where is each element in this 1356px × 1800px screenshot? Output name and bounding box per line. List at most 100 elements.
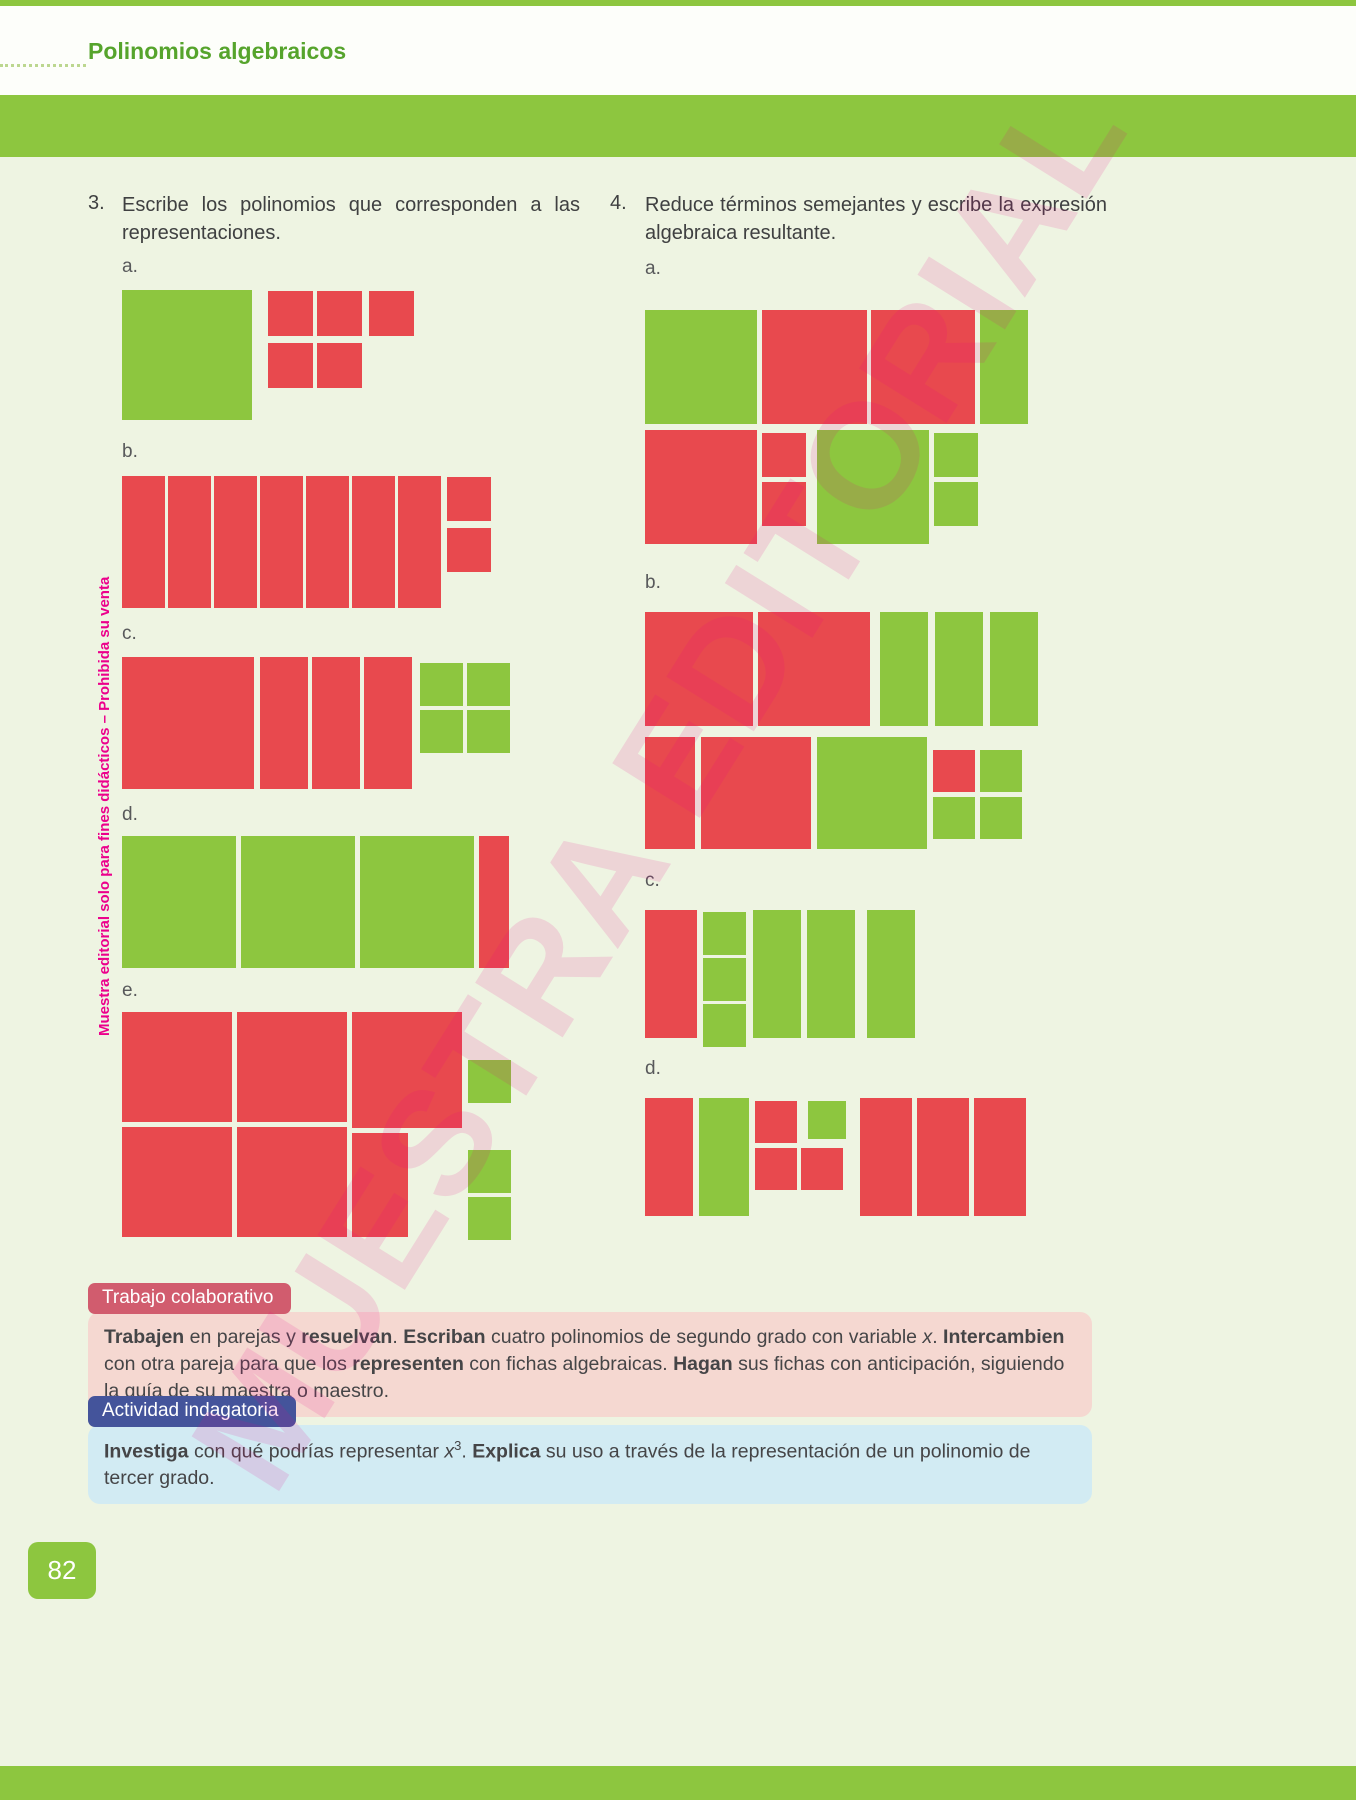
header-dotted-line — [0, 64, 86, 67]
red-algebra-tile — [398, 476, 441, 608]
green-algebra-tile — [807, 910, 855, 1038]
green-algebra-tile — [420, 710, 463, 753]
green-algebra-tile — [808, 1101, 846, 1139]
collaborative-work-tab: Trabajo colaborativo — [88, 1283, 292, 1314]
green-algebra-tile — [468, 1150, 511, 1193]
red-algebra-tile — [645, 1098, 693, 1216]
red-algebra-tile — [871, 310, 975, 424]
green-algebra-tile — [980, 310, 1028, 424]
red-algebra-tile — [645, 612, 753, 726]
exercise-4-item-c-label: c. — [645, 870, 660, 891]
green-algebra-tile — [467, 710, 510, 753]
red-algebra-tile — [645, 910, 697, 1038]
exercise-3-item-b-label: b. — [122, 441, 138, 462]
red-algebra-tile — [352, 476, 395, 608]
red-algebra-tile — [917, 1098, 969, 1216]
green-algebra-tile — [980, 797, 1022, 839]
red-algebra-tile — [974, 1098, 1026, 1216]
red-algebra-tile — [306, 476, 349, 608]
exercise-4-item-a-label: a. — [645, 258, 661, 279]
red-algebra-tile — [364, 657, 412, 789]
green-algebra-tile — [122, 290, 252, 420]
inquiry-activity-tab: Actividad indagatoria — [88, 1396, 297, 1427]
red-algebra-tile — [122, 1127, 232, 1237]
red-algebra-tile — [317, 343, 362, 388]
red-algebra-tile — [701, 737, 811, 849]
red-algebra-tile — [758, 612, 870, 726]
page-number: 82 — [47, 1555, 77, 1585]
red-algebra-tile — [860, 1098, 912, 1216]
green-algebra-tile — [817, 430, 929, 544]
exercise-3-number: 3. — [88, 192, 105, 214]
red-algebra-tile — [122, 657, 254, 789]
inquiry-activity-text: Investiga con qué podrías representar x3… — [104, 1438, 1031, 1490]
exercise-4-item-d-label: d. — [645, 1058, 661, 1079]
red-algebra-tile — [268, 343, 313, 388]
green-algebra-tile — [645, 310, 757, 424]
green-algebra-tile — [703, 912, 746, 955]
green-algebra-tile — [990, 612, 1038, 726]
green-algebra-tile — [467, 663, 510, 706]
red-algebra-tile — [317, 291, 362, 336]
red-algebra-tile — [762, 310, 867, 424]
red-algebra-tile — [237, 1012, 347, 1122]
red-algebra-tile — [645, 430, 757, 544]
red-algebra-tile — [122, 476, 165, 608]
green-algebra-tile — [933, 797, 975, 839]
green-algebra-tile — [699, 1098, 749, 1216]
green-algebra-tile — [420, 663, 463, 706]
editorial-side-note: Muestra editorial solo para fines didáct… — [96, 576, 113, 1036]
header-background — [0, 6, 1356, 95]
green-algebra-tile — [934, 482, 978, 526]
green-algebra-tile — [935, 612, 983, 726]
red-algebra-tile — [369, 291, 414, 336]
green-algebra-tile — [753, 910, 801, 1038]
red-algebra-tile — [447, 477, 491, 521]
exercise-3-item-a-label: a. — [122, 256, 138, 277]
red-algebra-tile — [352, 1133, 408, 1237]
green-algebra-tile — [867, 910, 915, 1038]
red-algebra-tile — [268, 291, 313, 336]
red-algebra-tile — [214, 476, 257, 608]
bottom-border-bar — [0, 1766, 1356, 1800]
exercise-4-number: 4. — [610, 192, 627, 214]
collaborative-work-text: Trabajen en parejas y resuelvan. Escriba… — [104, 1326, 1065, 1402]
green-algebra-tile — [468, 1197, 511, 1240]
page-title: Polinomios algebraicos — [88, 38, 347, 64]
green-algebra-tile — [880, 612, 928, 726]
green-algebra-tile — [122, 836, 236, 968]
red-algebra-tile — [933, 750, 975, 792]
green-algebra-tile — [468, 1060, 511, 1103]
red-algebra-tile — [755, 1101, 797, 1143]
page-number-badge: 82 — [28, 1542, 96, 1599]
red-algebra-tile — [168, 476, 211, 608]
red-algebra-tile — [237, 1127, 347, 1237]
red-algebra-tile — [260, 657, 308, 789]
green-algebra-tile — [703, 958, 746, 1001]
red-algebra-tile — [479, 836, 509, 968]
exercise-3-item-d-label: d. — [122, 804, 138, 825]
green-algebra-tile — [817, 737, 927, 849]
red-algebra-tile — [447, 528, 491, 572]
exercise-4-item-b-label: b. — [645, 572, 661, 593]
green-algebra-tile — [980, 750, 1022, 792]
red-algebra-tile — [801, 1148, 843, 1190]
red-algebra-tile — [260, 476, 303, 608]
exercise-4-prompt: Reduce términos semejantes y escribe la … — [645, 194, 1107, 244]
section-title-band — [0, 95, 1356, 157]
top-border-strip — [0, 0, 1356, 6]
exercise-3-prompt: Escribe los polinomios que corresponden … — [122, 194, 580, 244]
red-algebra-tile — [312, 657, 360, 789]
green-algebra-tile — [703, 1004, 746, 1047]
green-algebra-tile — [360, 836, 474, 968]
red-algebra-tile — [762, 482, 806, 526]
exercise-3-item-e-label: e. — [122, 980, 138, 1001]
collaborative-work-box: Trabajen en parejas y resuelvan. Escriba… — [88, 1312, 1092, 1417]
red-algebra-tile — [755, 1148, 797, 1190]
red-algebra-tile — [645, 737, 695, 849]
exercise-3-item-c-label: c. — [122, 623, 137, 644]
inquiry-activity-box: Investiga con qué podrías representar x3… — [88, 1425, 1092, 1505]
red-algebra-tile — [122, 1012, 232, 1122]
green-algebra-tile — [934, 433, 978, 477]
